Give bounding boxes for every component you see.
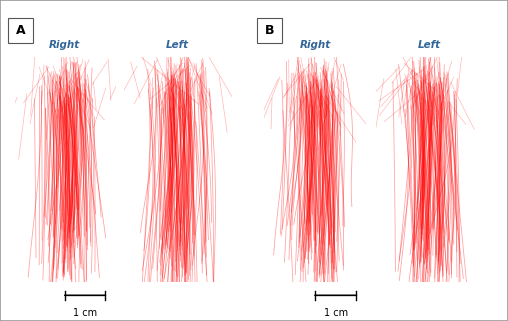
Text: Left: Left (418, 40, 441, 50)
FancyBboxPatch shape (257, 18, 282, 43)
Text: Left: Left (166, 40, 188, 50)
Text: Right: Right (49, 40, 80, 50)
Text: Right: Right (299, 40, 331, 50)
Text: A: A (16, 24, 25, 37)
FancyBboxPatch shape (8, 18, 33, 43)
Text: 1 cm: 1 cm (324, 308, 348, 318)
Text: 1 cm: 1 cm (73, 308, 97, 318)
Text: B: B (265, 24, 274, 37)
